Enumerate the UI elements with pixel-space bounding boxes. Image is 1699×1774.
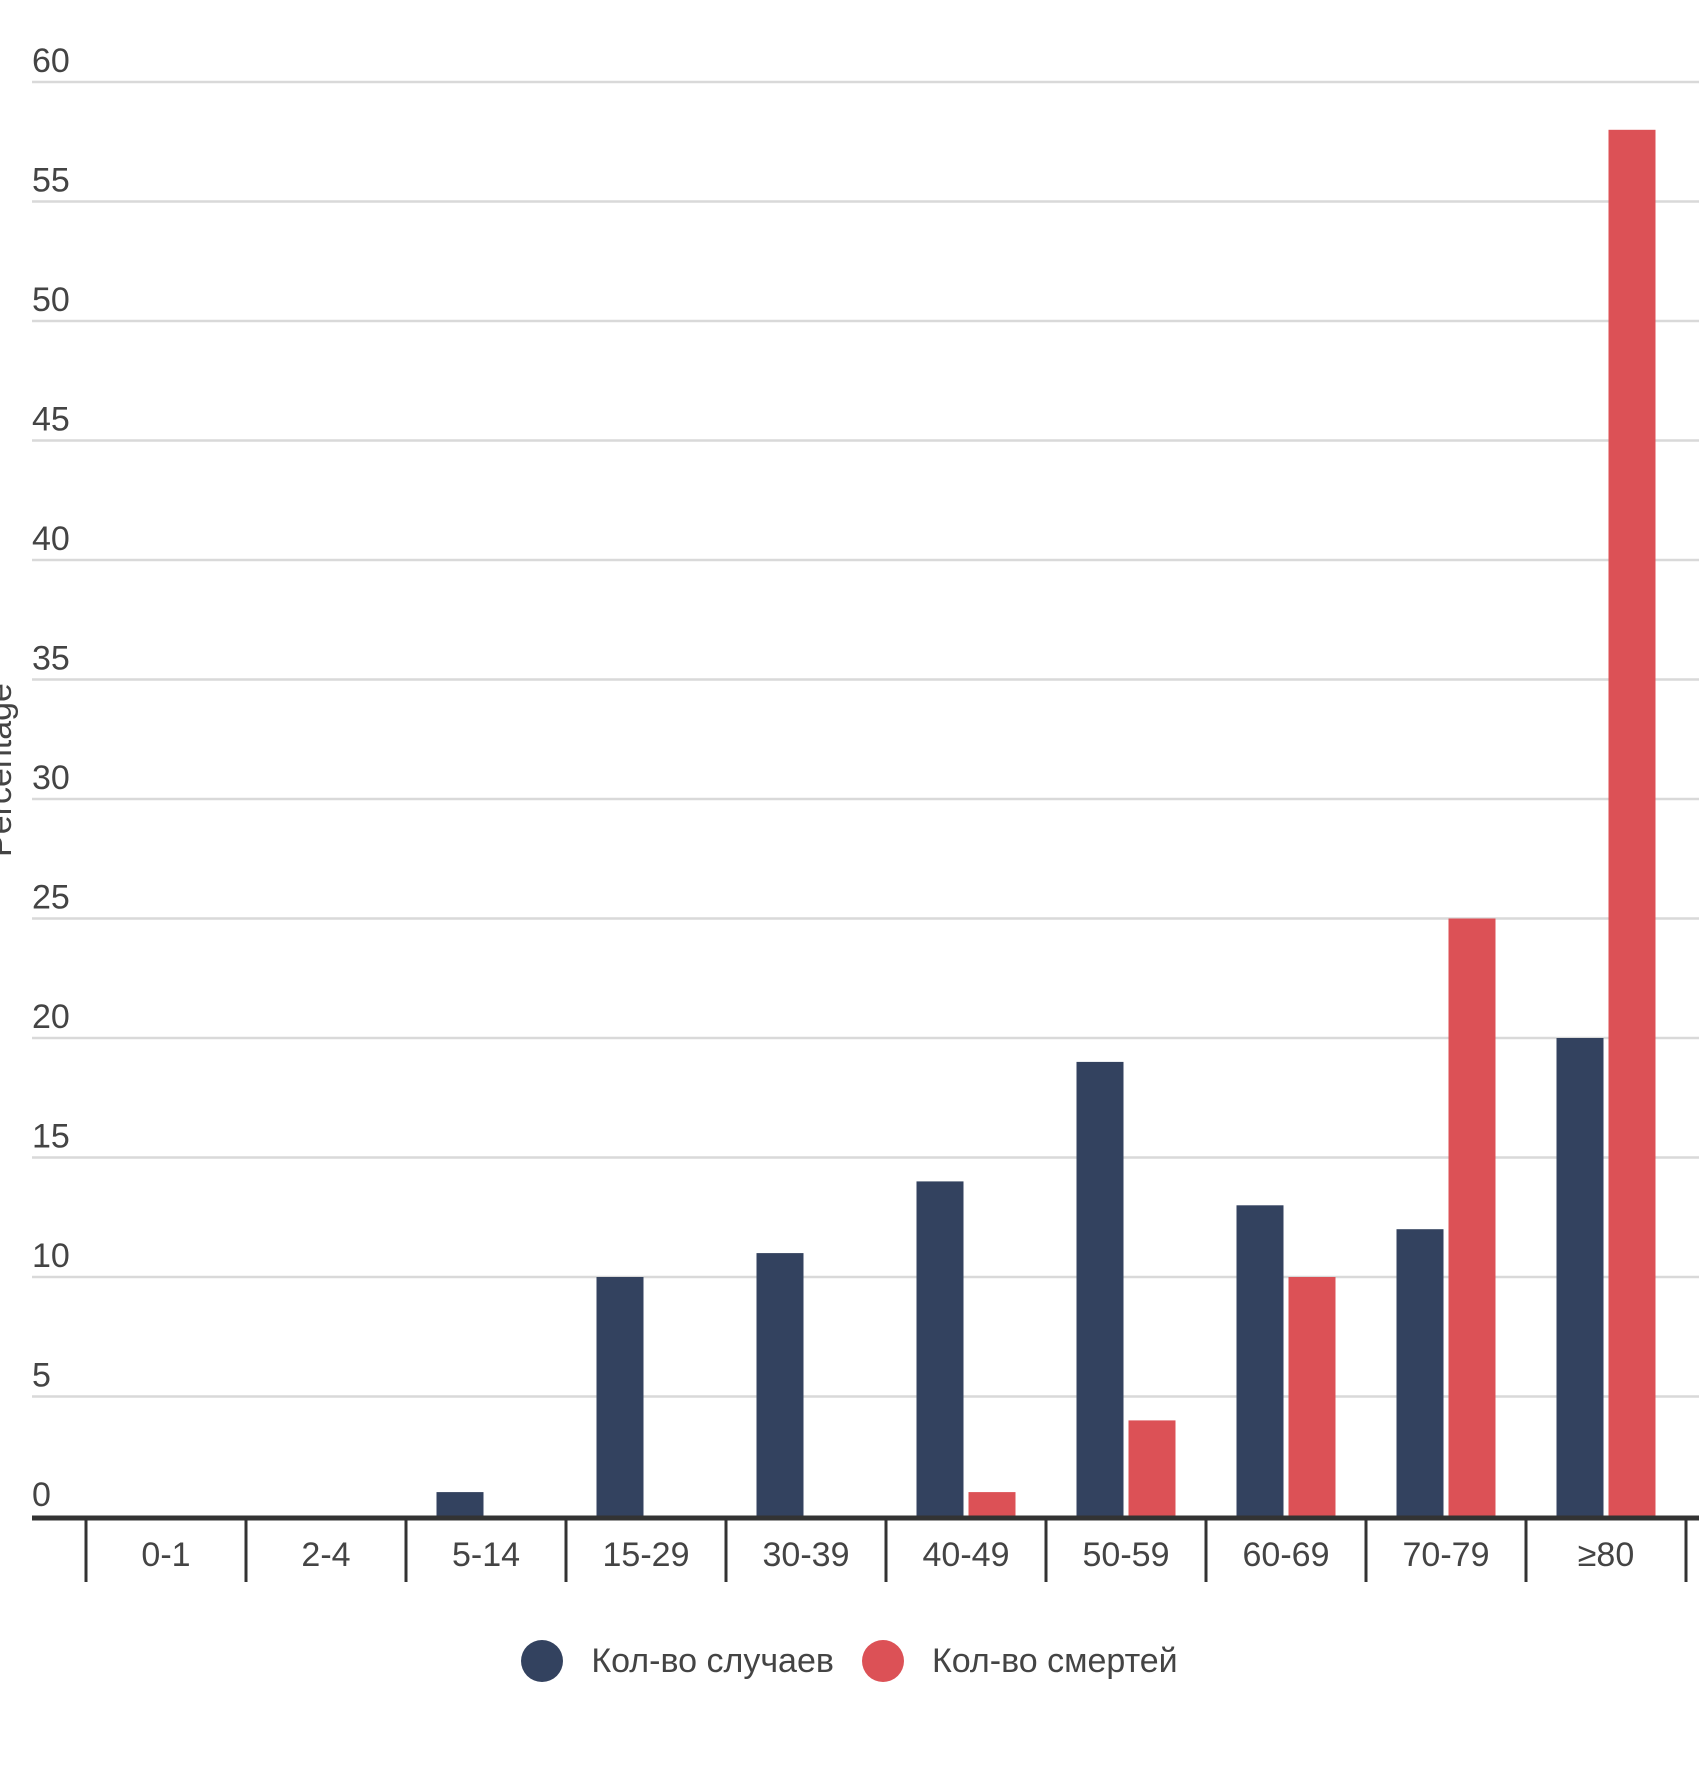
bar [1608,129,1656,1516]
x-tick-label: 30-39 [763,1536,850,1574]
y-tick-label: 0 [32,1476,51,1514]
y-tick-label: 30 [32,759,70,797]
bar [756,1253,804,1516]
x-tick-label: 60-69 [1243,1536,1330,1574]
bars [436,129,1656,1516]
x-tick-label: 40-49 [923,1536,1010,1574]
bar [1448,918,1496,1516]
y-tick-label: 40 [32,520,70,558]
y-tick-label: 25 [32,879,70,917]
x-axis [32,1515,1699,1582]
bar [916,1181,964,1516]
bar [596,1277,644,1516]
y-tick-label: 45 [32,401,70,439]
x-tick-labels: 0-1 2-4 5-14 15-29 30-39 40-49 50-59 60-69 70-79… [141,1536,1634,1574]
y-tick-label: 15 [32,1118,70,1156]
bar [1288,1277,1336,1516]
bar [1076,1061,1124,1516]
legend-marker-cases [521,1640,564,1682]
x-tick-label: 15-29 [603,1536,690,1574]
legend-label-cases: Кол-во случаев [591,1641,834,1680]
y-tick-label: 5 [32,1357,51,1395]
y-tick-label: 10 [32,1237,70,1275]
bar [436,1492,484,1516]
bar [1556,1038,1604,1516]
legend: Кол-во случаев Кол-во смертей [0,1640,1699,1682]
x-tick-label: ≥80 [1578,1536,1634,1574]
y-tick-label: 60 [32,42,70,80]
y-tick-label: 55 [32,162,70,200]
legend-item-deaths: Кол-во смертей [861,1640,1178,1682]
x-tick-label: 5-14 [452,1536,520,1574]
bar [1236,1205,1284,1516]
y-axis-title: Percentage [0,683,19,857]
legend-marker-deaths [861,1640,904,1682]
y-tick-label: 20 [32,998,70,1036]
y-tick-labels: 0 5 10 15 20 25 30 35 40 45 50 55 60 [32,42,70,1514]
y-tick-label: 35 [32,640,70,678]
legend-label-deaths: Кол-во смертей [931,1641,1178,1680]
x-tick-label: 0-1 [141,1536,190,1574]
bar [1128,1420,1176,1516]
legend-item-cases: Кол-во случаев [521,1640,834,1682]
y-tick-label: 50 [32,281,70,319]
x-tick-label: 2-4 [301,1536,350,1574]
bar [968,1492,1016,1516]
grid-lines [32,80,1699,1398]
bar [1396,1229,1444,1516]
x-tick-label: 50-59 [1083,1536,1170,1574]
x-tick-label: 70-79 [1403,1536,1490,1574]
